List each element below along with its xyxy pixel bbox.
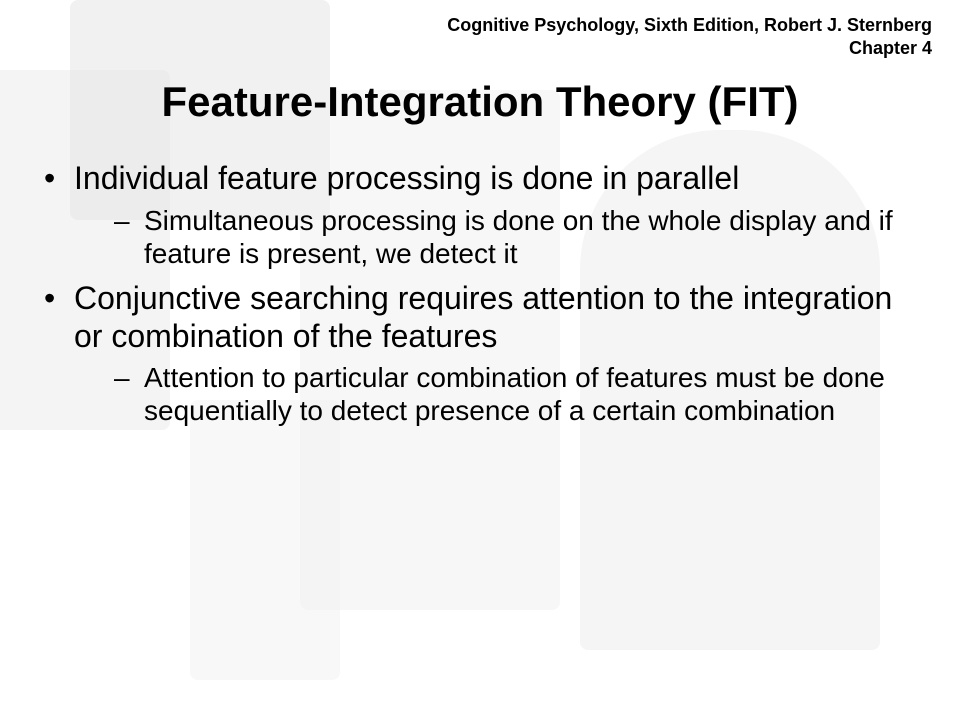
bullet-text: Conjunctive searching requires attention…	[74, 280, 892, 354]
slide-title: Feature-Integration Theory (FIT)	[0, 78, 960, 126]
bullet-text: Simultaneous processing is done on the w…	[144, 205, 893, 269]
bullet-text: Attention to particular combination of f…	[144, 362, 885, 426]
bullet-level1: Conjunctive searching requires attention…	[42, 280, 922, 428]
background-shape	[190, 400, 340, 680]
slide: Cognitive Psychology, Sixth Edition, Rob…	[0, 0, 960, 720]
header-line-2: Chapter 4	[447, 37, 932, 60]
bullet-text: Individual feature processing is done in…	[74, 160, 739, 196]
bullet-level2: Attention to particular combination of f…	[114, 361, 922, 427]
bullet-level2: Simultaneous processing is done on the w…	[114, 204, 922, 270]
header-line-1: Cognitive Psychology, Sixth Edition, Rob…	[447, 14, 932, 37]
slide-body: Individual feature processing is done in…	[42, 160, 922, 437]
slide-header: Cognitive Psychology, Sixth Edition, Rob…	[447, 14, 932, 59]
bullet-level1: Individual feature processing is done in…	[42, 160, 922, 270]
